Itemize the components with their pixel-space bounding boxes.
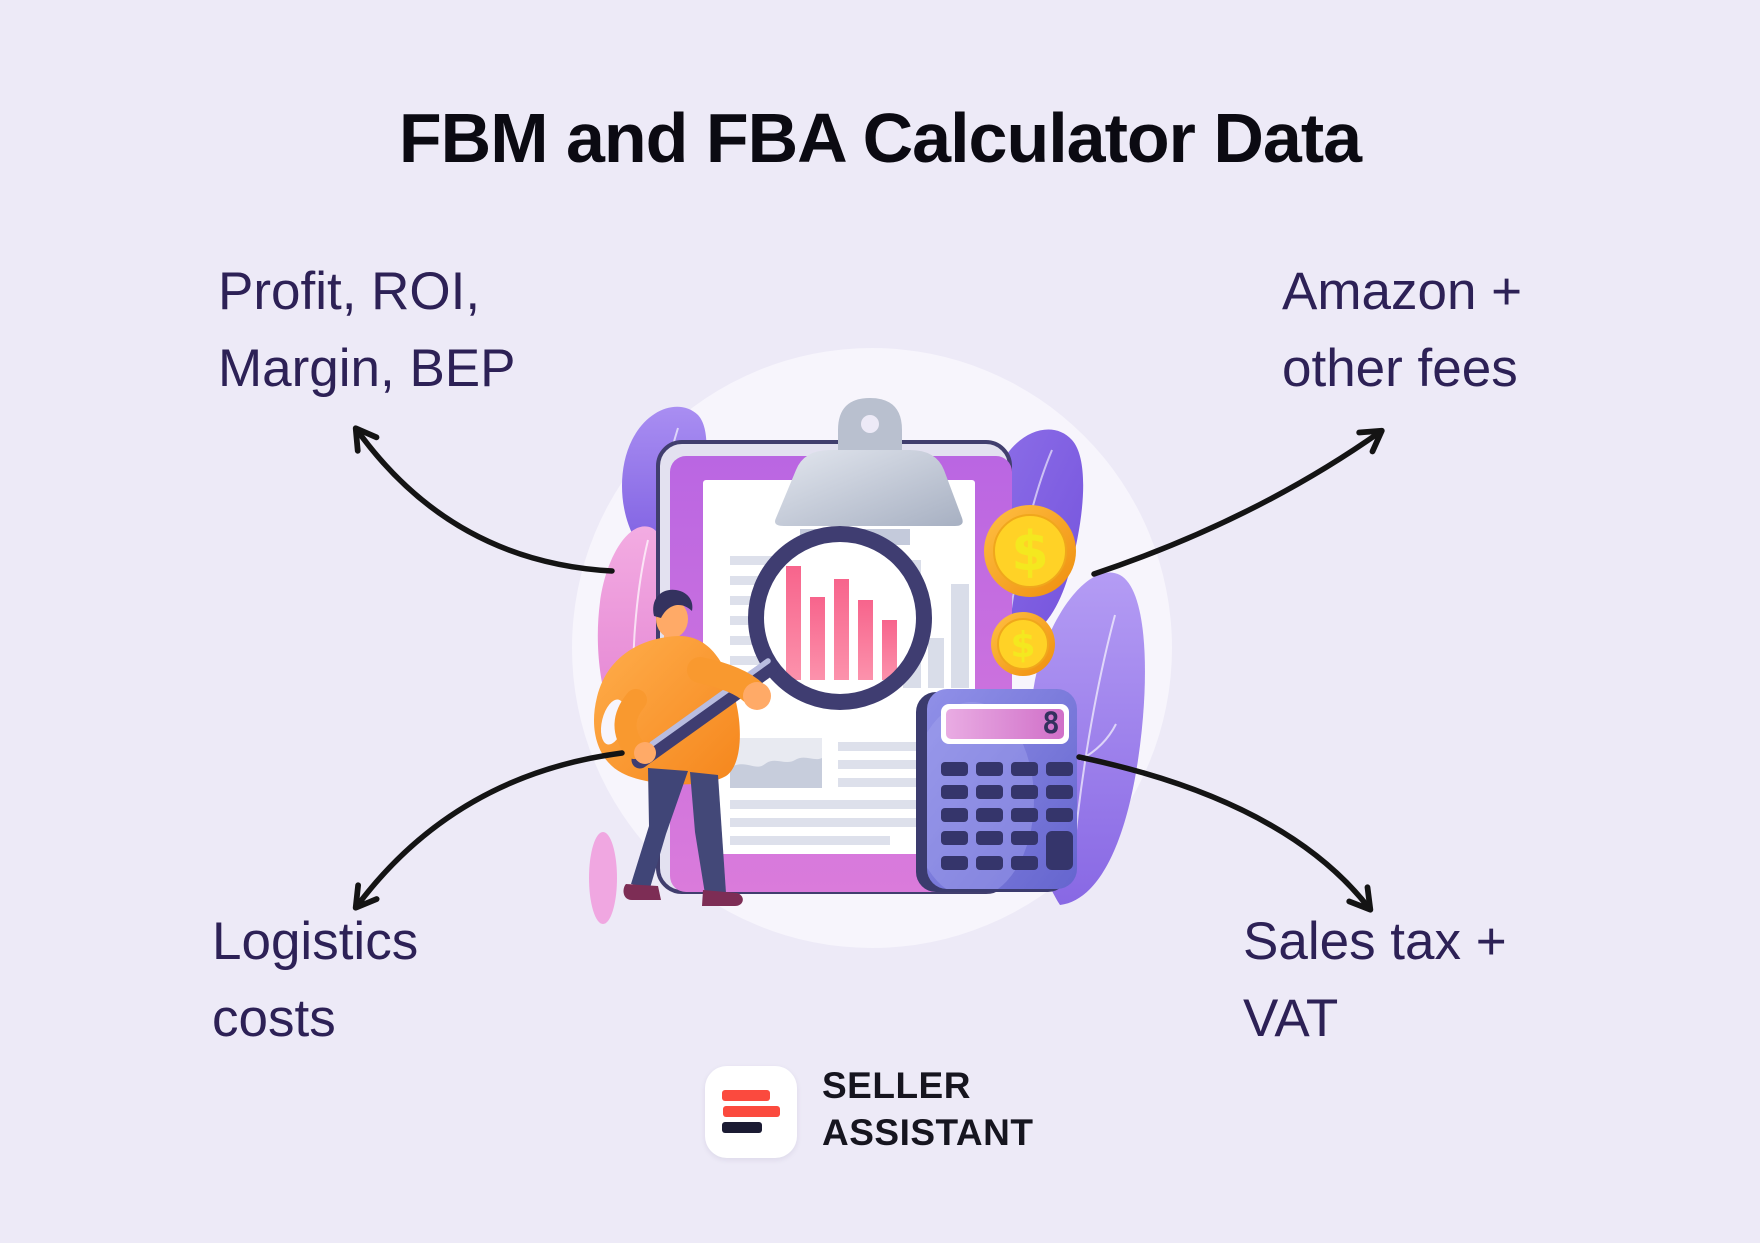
page-title: FBM and FBA Calculator Data xyxy=(398,99,1362,177)
calculator-keys xyxy=(941,762,1073,870)
connector-arrows xyxy=(352,425,1385,913)
logo-bar-red-top xyxy=(722,1090,770,1101)
magnifying-glass xyxy=(748,526,932,710)
person-hand-right xyxy=(743,682,771,710)
dollar-coin-large: $ xyxy=(984,505,1076,597)
person-arm-left xyxy=(614,689,647,759)
person-shoe-left xyxy=(623,884,661,900)
seller-assistant-logo-text: SELLER ASSISTANT xyxy=(822,1062,1033,1156)
calculator: 8 xyxy=(916,689,1077,892)
label-sales-tax-vat: Sales tax + VAT xyxy=(1243,903,1507,1057)
logo-text-line: ASSISTANT xyxy=(822,1112,1034,1153)
label-line: Margin, BEP xyxy=(218,339,516,398)
person xyxy=(593,589,779,906)
label-line: Sales tax + xyxy=(1243,912,1507,971)
person-leg-right xyxy=(690,772,726,894)
person-leg-left xyxy=(631,768,688,888)
label-line: other fees xyxy=(1282,339,1518,398)
logo-text-line: SELLER xyxy=(822,1065,971,1106)
logo-bar-dark-bottom xyxy=(722,1122,762,1133)
label-line: Profit, ROI, xyxy=(218,262,481,321)
label-line: Amazon + xyxy=(1282,262,1523,321)
clipboard-clip xyxy=(775,398,963,526)
arrow-to-logistics xyxy=(352,750,625,911)
arrow-to-profit xyxy=(352,425,615,574)
label-line: Logistics xyxy=(212,912,419,971)
area-chart-thumbnail xyxy=(730,738,822,788)
logo-bar-red-middle xyxy=(723,1106,780,1117)
seller-assistant-logo-icon xyxy=(705,1066,797,1158)
label-line: costs xyxy=(212,989,336,1048)
dollar-symbol: $ xyxy=(1010,625,1035,666)
person-shoe-right xyxy=(702,890,743,906)
person-hair xyxy=(653,589,693,618)
label-profit-roi-margin-bep: Profit, ROI, Margin, BEP xyxy=(218,253,516,407)
dollar-symbol: $ xyxy=(1011,520,1049,583)
calculator-digit: 8 xyxy=(1042,706,1059,740)
pink-bar-chart xyxy=(786,566,897,680)
dollar-coin-small: $ xyxy=(991,612,1055,676)
label-line: VAT xyxy=(1243,989,1339,1048)
label-amazon-other-fees: Amazon + other fees xyxy=(1282,253,1522,407)
label-logistics-costs: Logistics costs xyxy=(212,903,418,1057)
arrow-to-fees xyxy=(1091,427,1385,577)
person-hand-left xyxy=(634,742,656,764)
arrow-to-sales-tax xyxy=(1076,754,1374,913)
